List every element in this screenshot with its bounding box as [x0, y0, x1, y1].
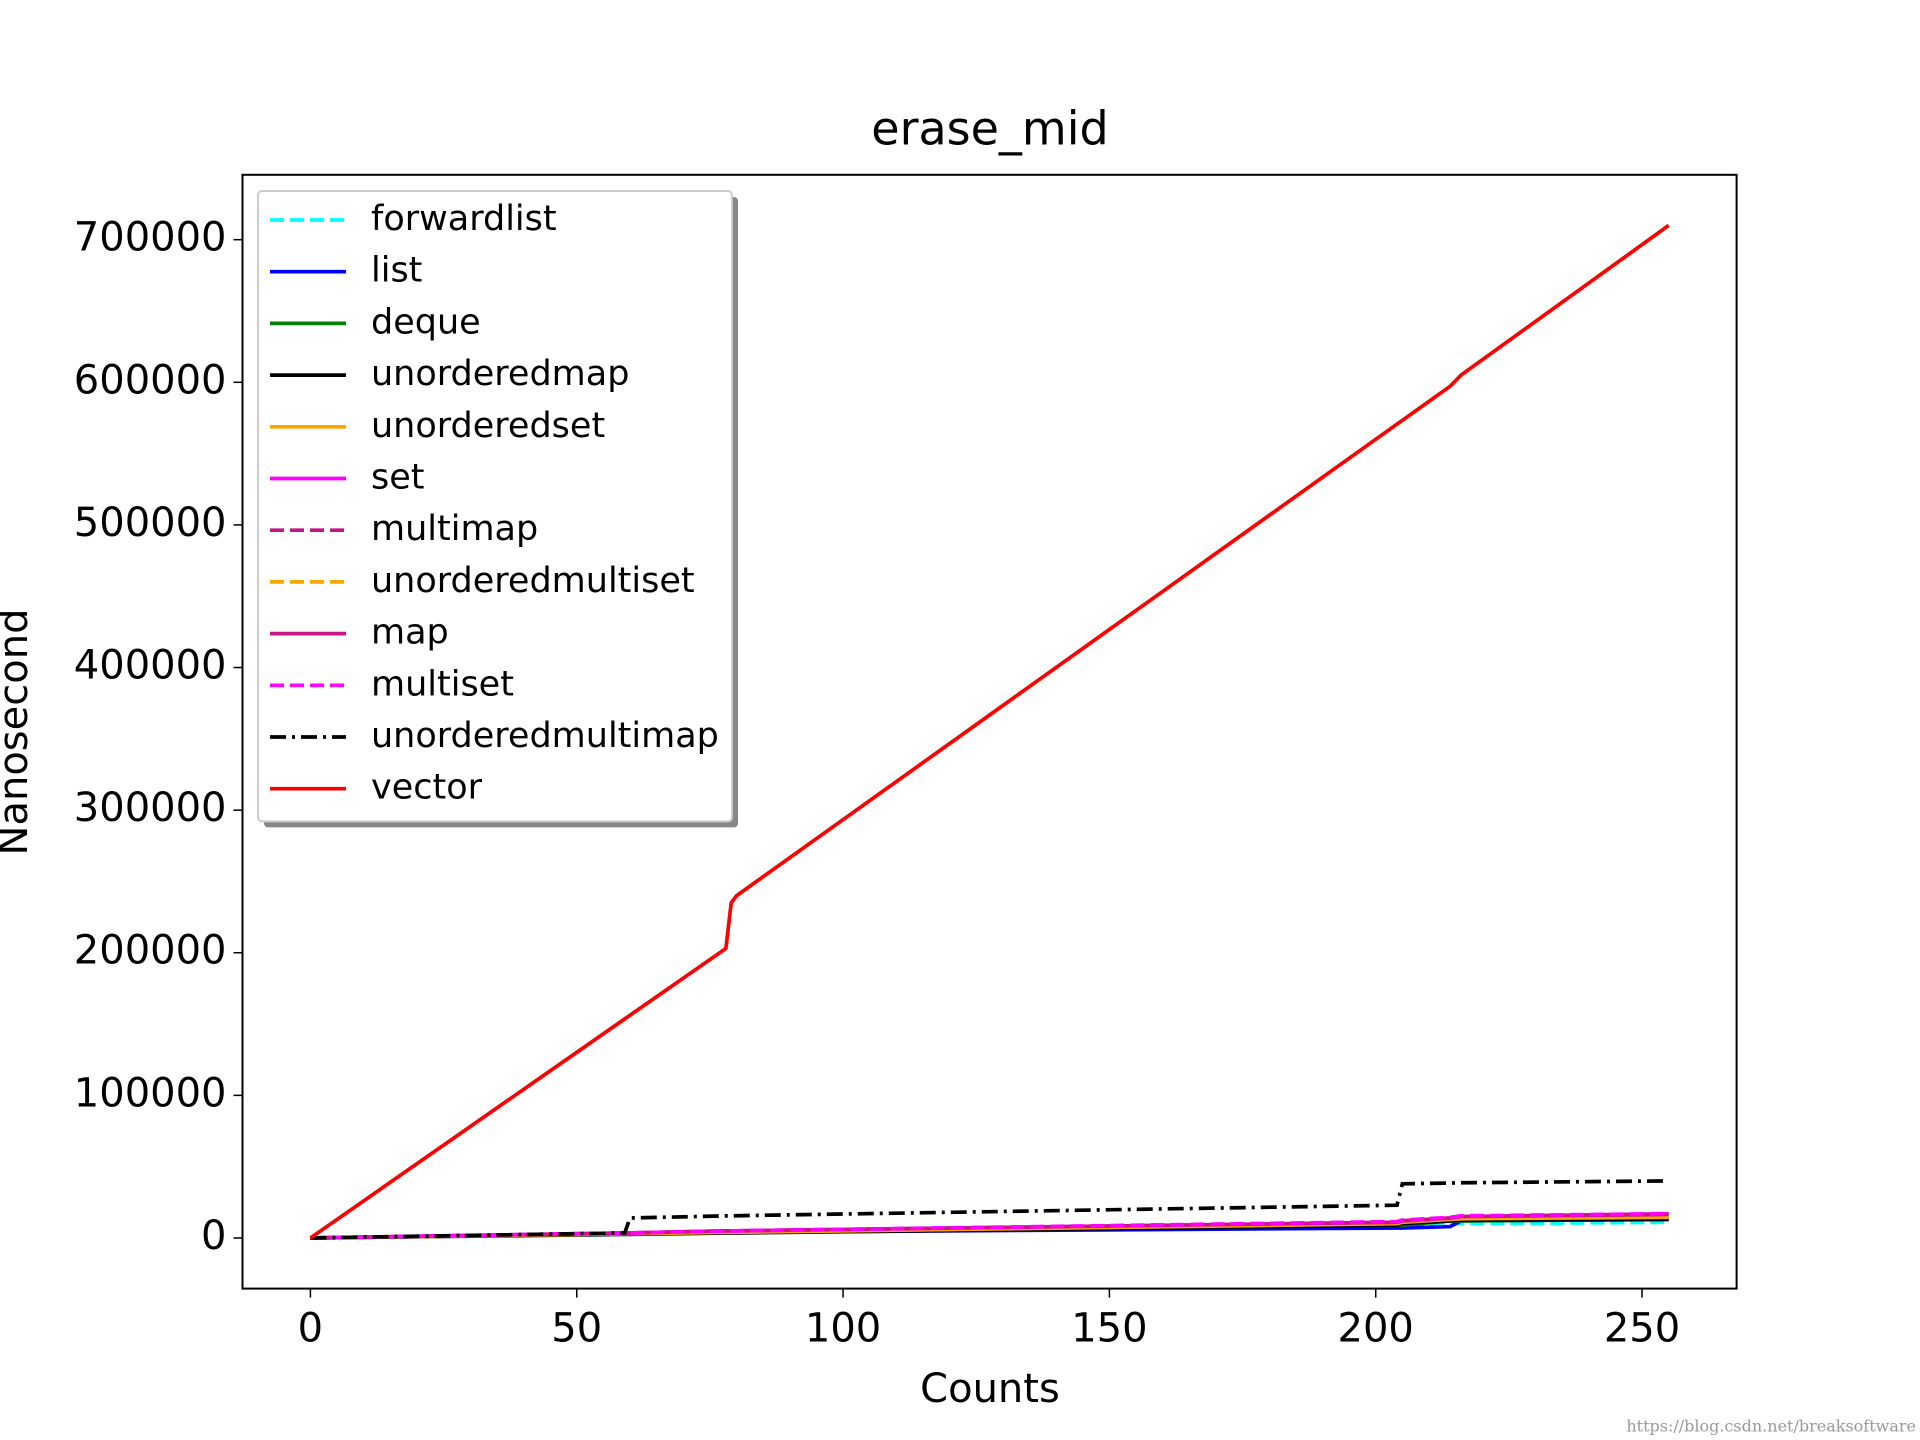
legend-label: unorderedmultiset [371, 561, 695, 601]
legend-label: vector [371, 768, 483, 808]
y-tick-label: 600000 [74, 357, 227, 403]
legend-label: set [371, 458, 425, 498]
y-axis-label: Nanosecond [0, 609, 37, 856]
y-tick-label: 200000 [74, 928, 227, 974]
y-tick-label: 300000 [74, 785, 227, 831]
x-axis-label: Counts [920, 1366, 1060, 1412]
x-tick-label: 200 [1338, 1306, 1414, 1352]
legend-label: map [371, 613, 449, 653]
x-tick-label: 150 [1071, 1306, 1147, 1352]
legend-label: forwardlist [371, 199, 557, 239]
legend-label: multiset [371, 664, 514, 704]
y-tick-label: 0 [201, 1213, 226, 1259]
y-tick-label: 400000 [74, 643, 227, 689]
x-tick-label: 0 [298, 1306, 323, 1352]
line [310, 1211, 1669, 1240]
y-tick-label: 700000 [74, 215, 227, 261]
legend-label: unorderedset [371, 406, 605, 446]
x-tick-label: 250 [1604, 1306, 1680, 1352]
plot-frame [241, 173, 1738, 1290]
legend-label: unorderedmap [371, 354, 629, 394]
legend-label: multimap [371, 509, 538, 549]
legend-label: list [371, 251, 422, 291]
legend-label: unorderedmultimap [371, 716, 719, 756]
legend [257, 190, 733, 823]
legend-label: deque [371, 302, 481, 342]
y-tick-label: 500000 [74, 500, 227, 546]
line [309, 223, 1670, 1240]
watermark: https://blog.csdn.net/breaksoftware [1626, 1417, 1916, 1436]
chart-title: erase_mid [871, 102, 1108, 156]
x-tick-label: 50 [551, 1306, 602, 1352]
y-tick-label: 100000 [74, 1070, 227, 1116]
x-tick-label: 100 [805, 1306, 881, 1352]
line [310, 1179, 1669, 1240]
